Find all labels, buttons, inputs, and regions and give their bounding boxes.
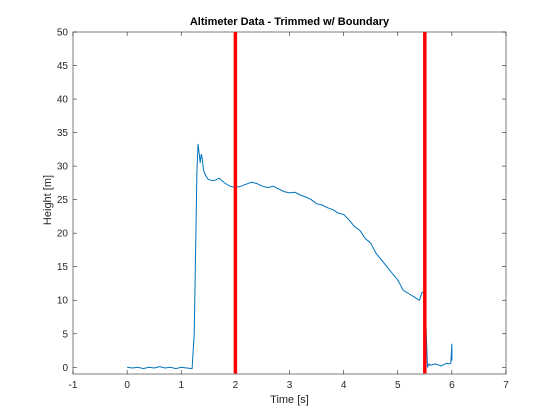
x-tick-label: 3 [287,380,293,391]
y-tick-label: 10 [57,296,69,307]
x-tick-label: -1 [69,380,78,391]
x-tick-label: 0 [124,380,130,391]
chart-title: Altimeter Data - Trimmed w/ Boundary [190,16,390,28]
y-axis-label: Height [m] [42,175,54,225]
y-tick-label: 45 [57,61,69,72]
x-tick-label: 2 [233,380,239,391]
y-tick-label: 15 [57,262,69,273]
x-axis-label: Time [s] [270,394,309,406]
y-tick-label: 25 [57,195,69,206]
y-tick-label: 0 [62,363,68,374]
y-tick-label: 35 [57,128,69,139]
x-tick-label: 4 [341,380,347,391]
x-tick-label: 7 [503,380,509,391]
y-tick-label: 30 [57,162,69,173]
x-tick-label: 5 [395,380,401,391]
x-tick-label: 6 [449,380,455,391]
y-tick-label: 40 [57,95,69,106]
y-tick-label: 5 [62,329,68,340]
axes-box [73,32,506,374]
y-tick-label: 50 [57,28,69,39]
y-tick-label: 20 [57,229,69,240]
x-tick-label: 1 [178,380,184,391]
